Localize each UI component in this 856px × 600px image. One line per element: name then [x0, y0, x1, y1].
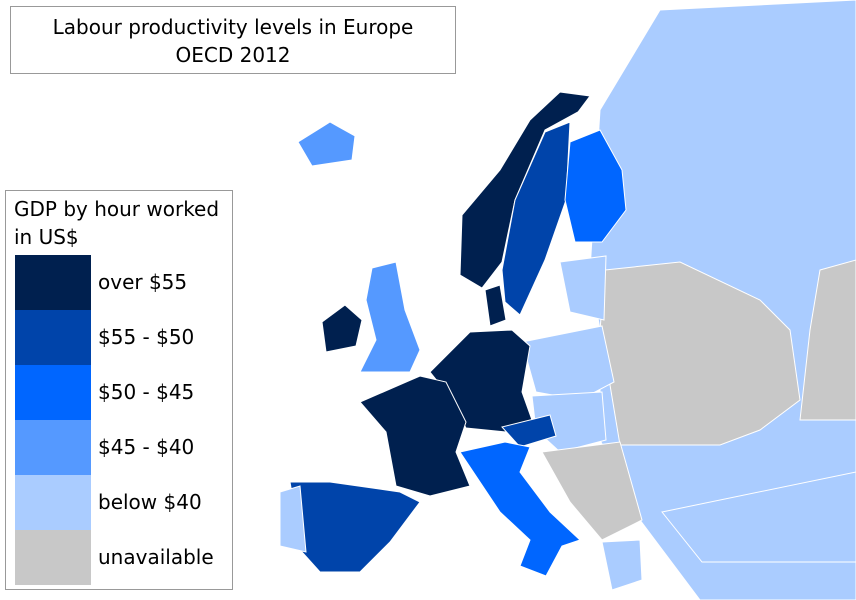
title-box: Labour productivity levels in Europe OEC…: [10, 6, 456, 74]
turkey: [661, 471, 856, 563]
austria: [501, 414, 557, 448]
legend-swatch: [15, 530, 91, 585]
legend-swatch: [15, 310, 91, 365]
greece: [601, 539, 643, 591]
legend-label: unavailable: [98, 545, 214, 569]
legend: GDP by hour worked in US$ over $55 $55 - …: [5, 190, 233, 590]
finland: [564, 129, 627, 243]
ireland: [321, 304, 363, 353]
legend-swatch: [15, 365, 91, 420]
legend-label: over $55: [98, 270, 188, 294]
legend-swatch: [15, 475, 91, 530]
norway: [459, 91, 591, 289]
legend-label: $50 - $45: [98, 380, 195, 404]
legend-title: GDP by hour worked in US$: [14, 197, 220, 249]
legend-label: below $40: [98, 490, 202, 514]
spain: [289, 481, 421, 573]
poland: [521, 325, 615, 401]
east-edge: [799, 259, 856, 421]
portugal: [279, 485, 307, 553]
title-line: Labour productivity levels in Europe: [52, 15, 414, 39]
denmark: [484, 284, 507, 327]
uk: [359, 261, 421, 373]
france: [359, 375, 471, 497]
baltics: [559, 255, 607, 321]
legend-swatch: [15, 255, 91, 310]
balkans: [541, 441, 643, 541]
legend-label: $45 - $40: [98, 435, 195, 459]
italy: [459, 441, 581, 577]
title-line: OECD 2012: [175, 43, 291, 67]
legend-label: $55 - $50: [98, 325, 195, 349]
legend-swatch: [15, 420, 91, 475]
iceland: [297, 121, 356, 167]
